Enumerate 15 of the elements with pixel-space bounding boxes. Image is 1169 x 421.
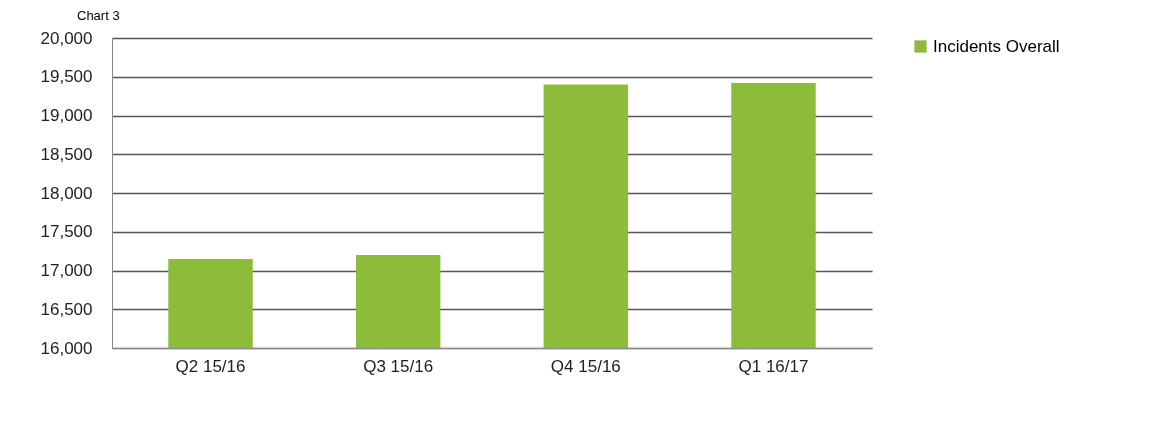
x-tick-label: Q4 15/16 (550, 356, 621, 376)
y-tick-label: 19,000 (40, 106, 93, 125)
y-tick-label: 19,500 (40, 67, 93, 87)
x-tick-label: Q2 15/16 (175, 356, 246, 376)
y-tick-label: 16,000 (40, 338, 93, 358)
y-tick-label: 20,000 (40, 28, 93, 48)
y-tick-label: 16,500 (40, 299, 93, 319)
y-tick-label: 17,500 (40, 222, 93, 242)
x-tick-label: Q3 15/16 (363, 356, 434, 376)
y-tick-label: 18,500 (40, 144, 93, 164)
legend-label: Incidents Overall (933, 36, 1060, 56)
y-tick-label: 18,000 (40, 183, 93, 203)
x-tick-label: Q1 16/17 (738, 356, 809, 376)
chart-title: Chart 3 (77, 8, 120, 23)
y-tick-label: 17,000 (40, 261, 93, 280)
